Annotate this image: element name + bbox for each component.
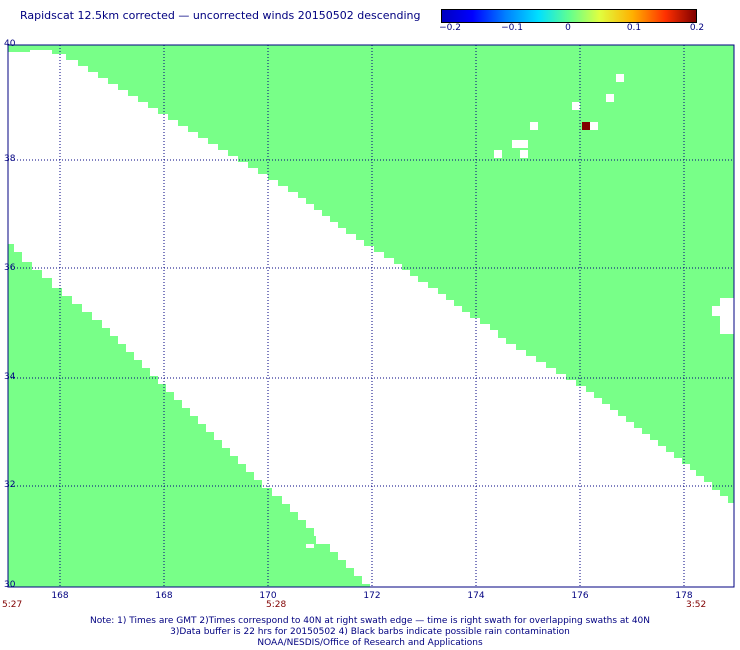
lat-label: 36 — [4, 263, 16, 273]
time-label-middle: 5:28 — [266, 600, 287, 610]
colorbar-label: 0 — [565, 23, 571, 33]
colorbar — [441, 9, 697, 23]
map-frame — [7, 44, 735, 588]
footnote-line-2: 3)Data buffer is 22 hrs for 20150502 4) … — [170, 627, 570, 637]
lon-grid — [59, 45, 685, 587]
colorbar-label: 0.2 — [689, 23, 705, 33]
lat-label: 38 — [4, 154, 16, 164]
swath-holes — [306, 74, 734, 548]
time-label-right: 3:52 — [686, 600, 707, 610]
lon-label: 172 — [363, 591, 381, 601]
colorbar-label: −0.2 — [439, 23, 461, 33]
lon-label: 168 — [155, 591, 173, 601]
lon-label: 178 — [675, 591, 693, 601]
footnote-line-3: NOAA/NESDIS/Office of Research and Appli… — [257, 638, 483, 648]
map-title: Rapidscat 12.5km corrected — uncorrected… — [20, 9, 421, 22]
colorbar-label: 0.1 — [626, 23, 642, 33]
lon-label: 176 — [571, 591, 589, 601]
anomaly-pixel — [582, 122, 590, 130]
lat-label: 32 — [4, 480, 16, 490]
swath-region-upper — [8, 45, 734, 503]
time-label-left: 5:27 — [2, 600, 23, 610]
footnote-line-1: Note: 1) Times are GMT 2)Times correspon… — [89, 616, 651, 626]
lon-label: 168 — [51, 591, 69, 601]
lon-label: 174 — [467, 591, 485, 601]
colorbar-label: −0.1 — [501, 23, 523, 33]
lat-label: 30 — [4, 580, 16, 590]
lat-label: 40 — [4, 39, 16, 49]
lat-label: 34 — [4, 372, 16, 382]
wind-swath-map — [7, 44, 735, 588]
lon-label: 170 — [259, 591, 277, 601]
swath-region-lower — [8, 244, 370, 587]
lat-grid — [8, 159, 734, 487]
